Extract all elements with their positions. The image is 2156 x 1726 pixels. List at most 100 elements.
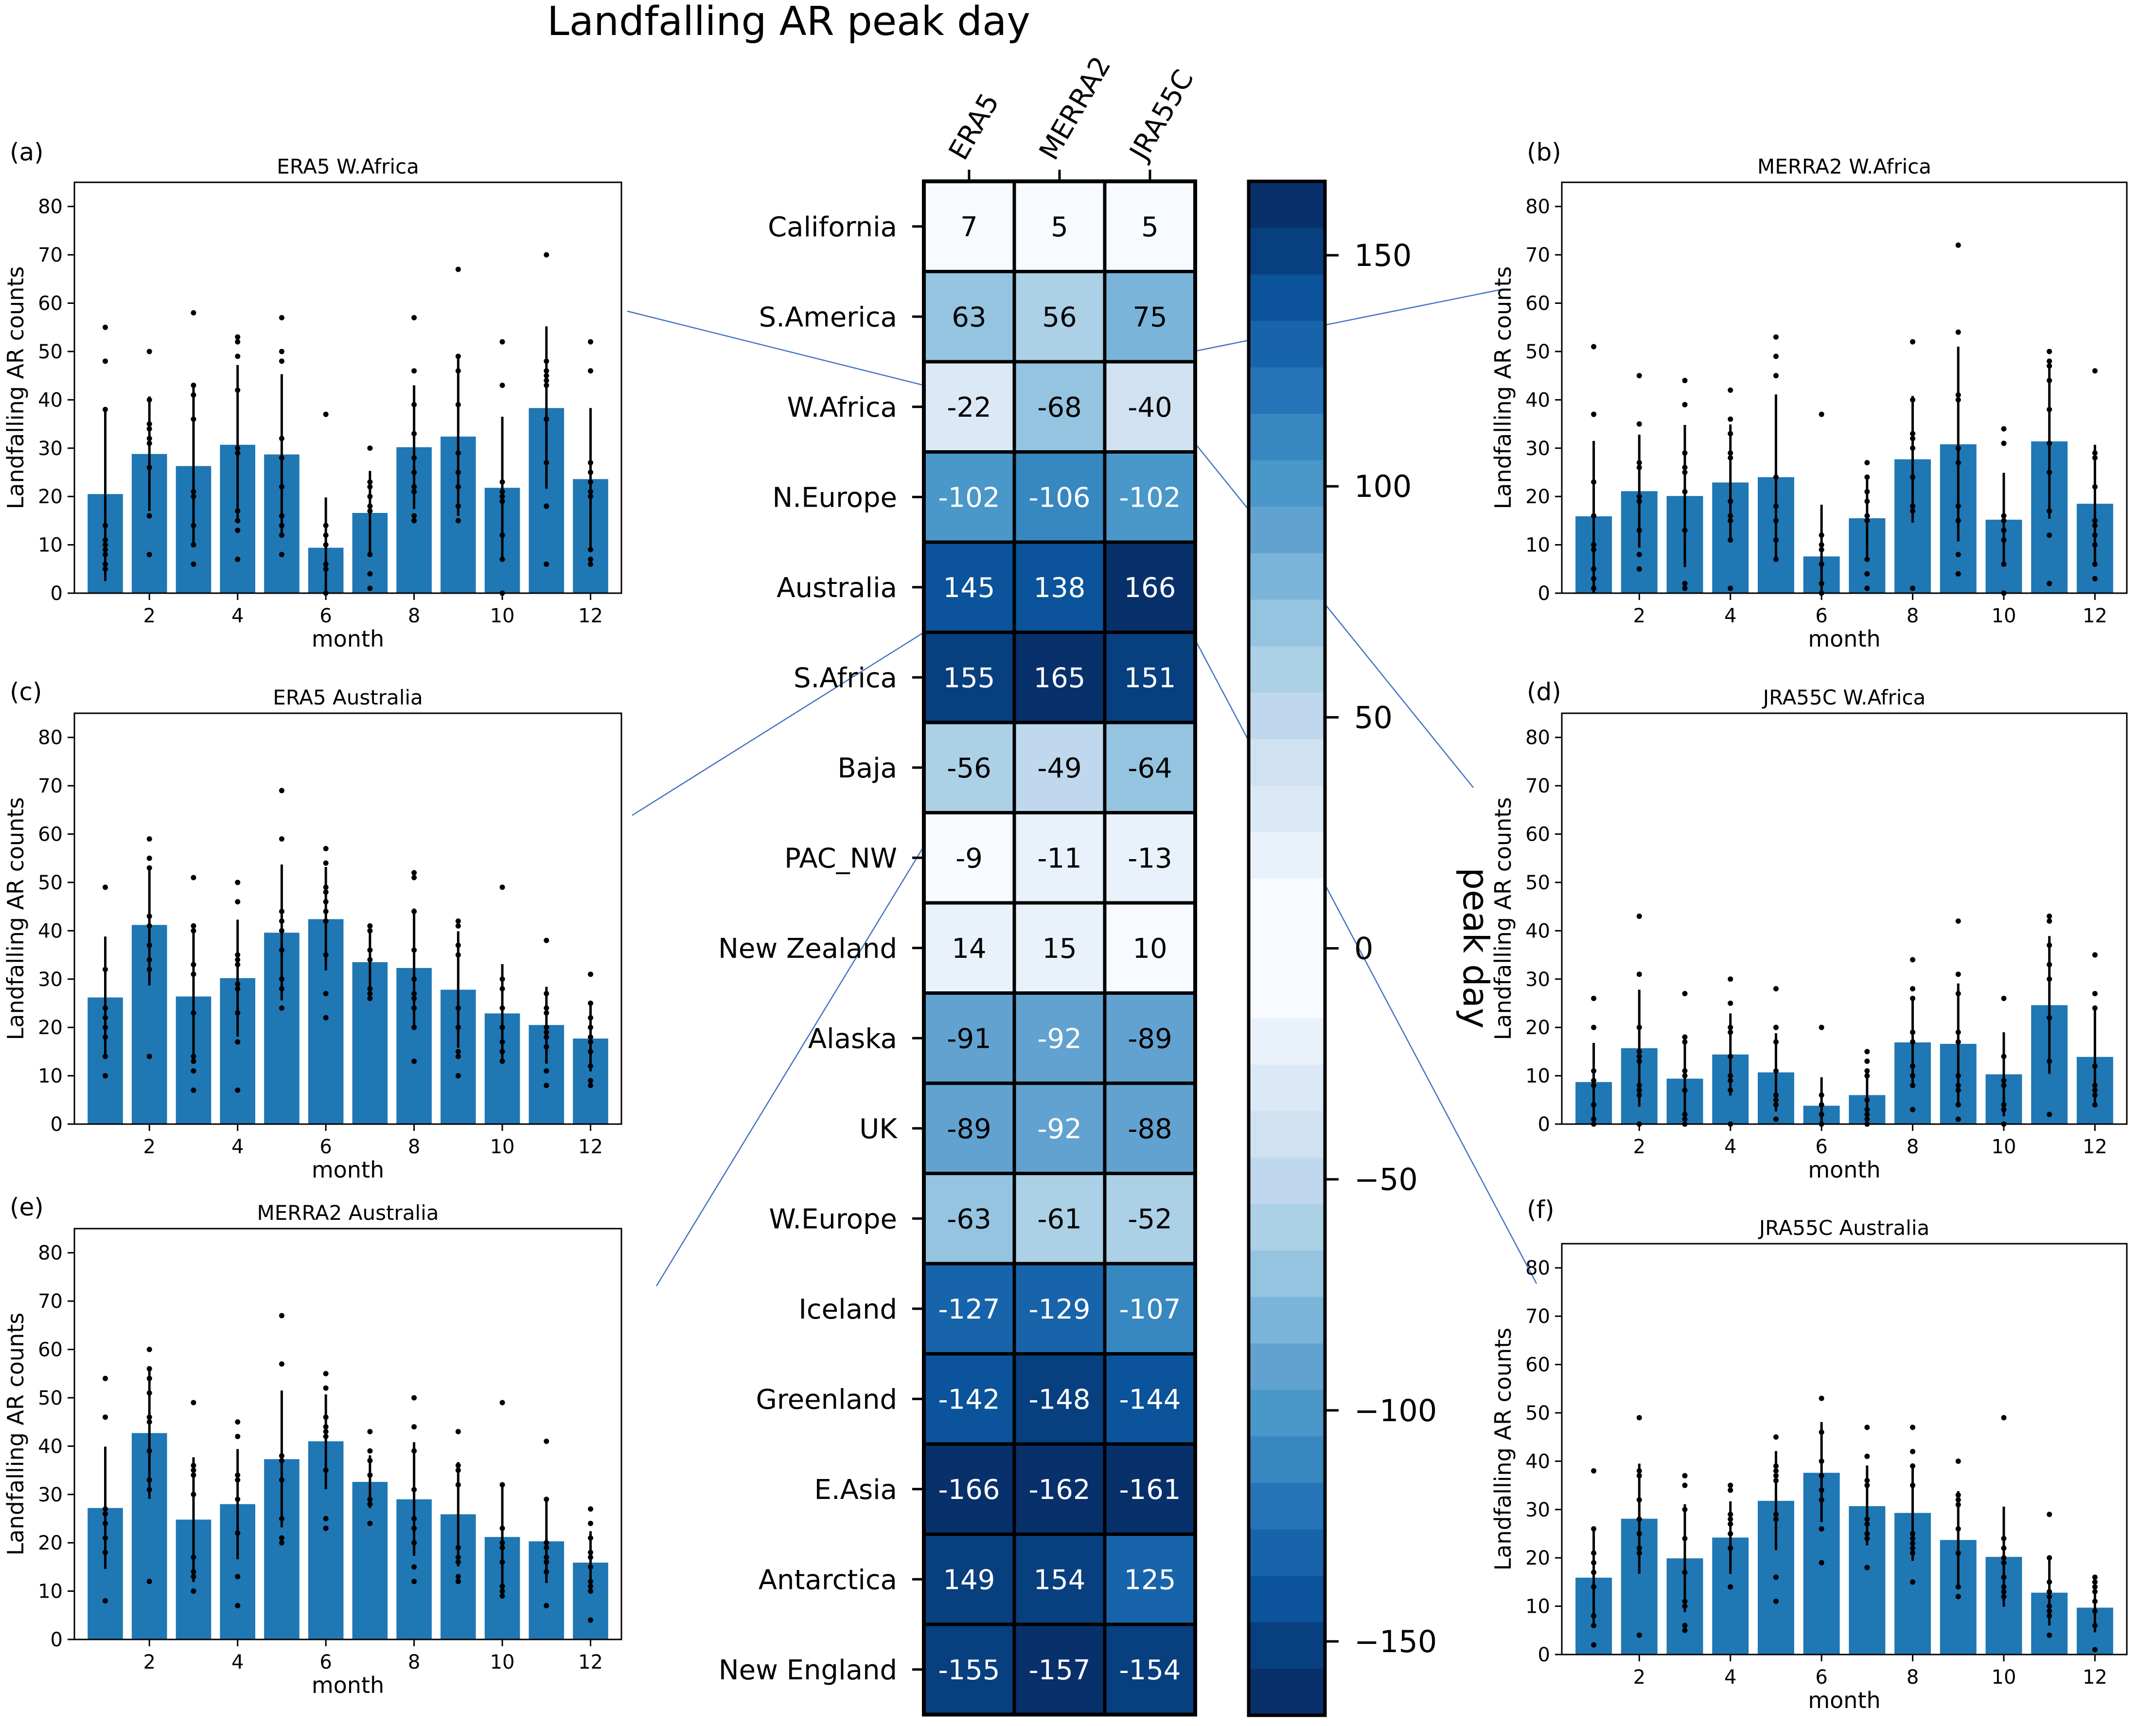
data-point	[544, 1497, 549, 1502]
data-point	[1636, 1550, 1642, 1556]
heatmap-cell-value: -11	[1037, 843, 1081, 874]
data-point	[1864, 585, 1870, 591]
data-point	[1819, 1024, 1824, 1030]
data-point	[2092, 1608, 2098, 1614]
data-point	[191, 962, 196, 968]
x-tick-label: 8	[1907, 605, 1919, 627]
heatmap-cell-value: -166	[938, 1474, 1000, 1506]
heatmap-cell	[1103, 1262, 1197, 1356]
data-point	[279, 918, 284, 924]
heatmap-cell-value: -92	[1037, 1113, 1081, 1145]
heatmap-cell	[1012, 450, 1107, 544]
y-tick-label: 80	[38, 1242, 63, 1265]
data-point	[455, 402, 461, 407]
colorbar: 150 100 50 0 −50 −100 −150 peak day	[1247, 179, 1496, 1717]
colorbar-segment	[1249, 1064, 1325, 1112]
data-point	[1773, 1473, 1779, 1479]
axes-frame	[1561, 712, 2128, 1125]
data-point	[1728, 1054, 1733, 1059]
data-point	[1773, 1097, 1779, 1103]
data-point	[1864, 1107, 1870, 1112]
heatmap-cell-value: 154	[1034, 1564, 1086, 1596]
data-point	[2047, 1594, 2052, 1600]
data-point	[1773, 1092, 1779, 1098]
colorbar-segment	[1249, 414, 1325, 461]
data-point	[1591, 1024, 1597, 1030]
data-point	[411, 315, 417, 320]
heatmap-cell-value: 151	[1124, 662, 1176, 694]
data-point	[455, 942, 461, 948]
data-point	[1636, 1054, 1642, 1059]
data-point	[1636, 373, 1642, 379]
data-point	[1728, 455, 1733, 461]
data-point	[1819, 1526, 1824, 1532]
data-point	[323, 899, 329, 905]
data-point	[499, 1005, 505, 1011]
data-point	[1728, 1512, 1733, 1517]
data-point	[2047, 976, 2052, 982]
y-axis-label: Landfalling AR counts	[2, 266, 29, 510]
data-point	[2001, 996, 2007, 1002]
heatmap-cell-value: 145	[943, 572, 995, 604]
data-point	[544, 1029, 549, 1035]
data-point	[2047, 363, 2052, 369]
data-point	[455, 1559, 461, 1565]
x-tick-label: 2	[1633, 605, 1645, 627]
data-point	[1819, 1487, 1824, 1493]
data-point	[103, 358, 108, 364]
panel-title: ERA5 W.Africa	[277, 155, 419, 178]
data-point	[146, 1375, 152, 1381]
data-point	[146, 465, 152, 471]
data-point	[1682, 1116, 1688, 1122]
data-point	[499, 976, 505, 982]
data-point	[2092, 1092, 2098, 1098]
data-point	[146, 397, 152, 403]
data-point	[455, 1054, 461, 1059]
data-point	[367, 508, 373, 514]
y-tick-label: 10	[38, 534, 63, 557]
y-tick-label: 40	[1525, 920, 1550, 942]
data-point	[1910, 1531, 1916, 1536]
data-point	[544, 1540, 549, 1546]
data-point	[1636, 1468, 1642, 1474]
data-point	[191, 493, 196, 499]
data-point	[411, 1515, 417, 1521]
colorbar-segment	[1249, 460, 1325, 508]
data-point	[455, 518, 461, 524]
data-point	[1728, 518, 1733, 524]
heatmap-cell-value: 15	[1042, 933, 1077, 965]
data-point	[279, 455, 284, 461]
data-point	[1773, 1024, 1779, 1030]
data-point	[587, 1024, 593, 1030]
data-point	[323, 411, 329, 417]
colorbar-segment	[1249, 785, 1325, 833]
colorbar-segment	[1249, 692, 1325, 740]
x-tick-label: 10	[490, 1651, 515, 1673]
data-point	[411, 1058, 417, 1064]
data-point	[2092, 952, 2098, 958]
data-point	[279, 976, 284, 982]
y-tick-label: 0	[1538, 1113, 1550, 1136]
data-point	[1955, 991, 1961, 997]
x-axis-label: month	[312, 1672, 384, 1698]
data-point	[1910, 585, 1916, 591]
colorbar-segment	[1249, 646, 1325, 693]
heatmap-cell-value: -64	[1128, 753, 1172, 784]
data-point	[367, 1501, 373, 1507]
data-point	[587, 1520, 593, 1526]
row-label: New England	[719, 1655, 897, 1686]
data-point	[279, 484, 284, 490]
data-point	[103, 967, 108, 972]
data-point	[455, 368, 461, 374]
data-point	[1591, 996, 1597, 1002]
data-point	[1955, 1082, 1961, 1088]
data-point	[1773, 1039, 1779, 1045]
data-point	[235, 1433, 241, 1439]
panel-title: ERA5 Australia	[273, 686, 423, 709]
data-point	[1728, 1545, 1733, 1551]
data-point	[587, 1579, 593, 1585]
data-point	[1728, 416, 1733, 422]
x-tick-label: 12	[578, 1136, 603, 1158]
data-point	[323, 952, 329, 958]
